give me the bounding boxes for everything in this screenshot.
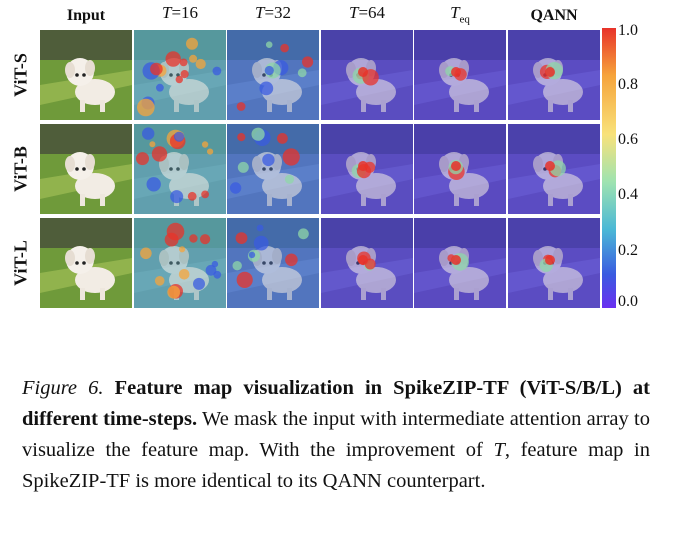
caption-variable: T [493,439,505,461]
figure-caption: Figure 6. Feature map visualization in S… [22,373,650,497]
column-header-t32: T=32 [254,3,292,22]
column-header-teq: Teq [450,3,470,26]
image-vit-s-qann [508,30,600,120]
column-header-t16: T=16 [161,3,199,22]
image-vit-l-teq [414,218,506,308]
row-label-vit-l: ViT-L [10,240,31,286]
image-vit-b-t16 [134,124,226,214]
image-vit-b-input [40,124,132,214]
image-vit-s-input [40,30,132,120]
image-vit-b-t32 [227,124,319,214]
image-vit-s-t16 [134,30,226,120]
row-label-vit-s: ViT-S [10,53,31,97]
image-vit-s-t64 [321,30,413,120]
colorbar-tick: 0.4 [618,186,638,203]
caption-body-end: , feature map in SpikeZIP-TF is more ide… [22,439,650,492]
image-vit-b-t64 [321,124,413,214]
caption-label: Figure 6. [22,377,104,399]
colorbar [602,28,616,308]
column-header-input: Input [66,7,106,24]
colorbar-tick: 0.6 [618,131,638,148]
colorbar-gradient [602,28,616,308]
colorbar-tick: 0.0 [618,293,638,310]
row-label-vit-b: ViT-B [10,146,31,192]
colorbar-tick: 0.8 [618,76,638,93]
image-vit-b-qann [508,124,600,214]
caption-title: Feature map visualization in SpikeZIP-TF… [22,377,650,430]
image-vit-l-t64 [321,218,413,308]
colorbar-tick: 0.2 [618,242,638,259]
image-vit-b-teq [414,124,506,214]
image-vit-l-input [40,218,132,308]
image-vit-l-qann [508,218,600,308]
image-vit-s-teq [414,30,506,120]
image-vit-l-t32 [227,218,319,308]
column-header-t64: T=64 [348,3,386,22]
column-header-qann: QANN [530,7,578,24]
image-vit-l-t16 [134,218,226,308]
colorbar-tick: 1.0 [618,22,638,39]
caption-body: We mask the input with intermediate atte… [22,408,650,461]
image-vit-s-t32 [227,30,319,120]
